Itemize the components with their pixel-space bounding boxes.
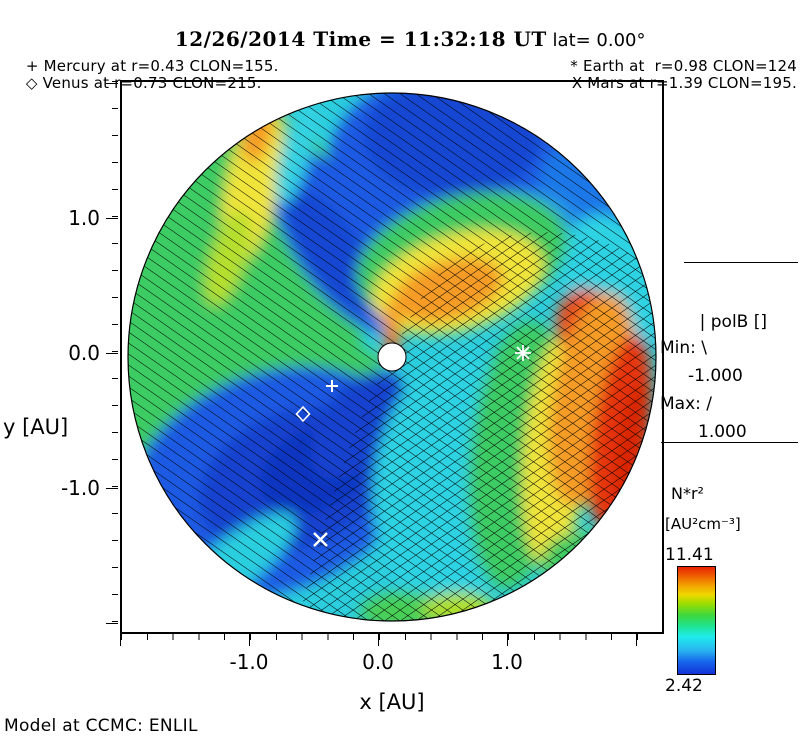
venus-annotation: ◇ Venus at r=0.73 CLON=215. xyxy=(6,56,262,110)
polb-legend-bottom-rule xyxy=(661,442,798,443)
title-datetime: 12/26/2014 Time = 11:32:18 UT xyxy=(174,27,547,51)
colorbar-min-value: 2.42 xyxy=(665,676,703,696)
polb-sample-glyph: | xyxy=(699,312,706,332)
mercury-annotation: + Mercury at r=0.43 CLON=155. xyxy=(6,39,279,93)
mars-symbol: X xyxy=(571,74,583,92)
colorbar-max-value: 11.41 xyxy=(665,545,714,565)
disk-outline xyxy=(127,92,657,622)
colorbar-quantity: N*r² xyxy=(671,484,704,503)
plot-title: 12/26/2014 Time = 11:32:18 UT lat= 0.00° xyxy=(0,8,800,70)
mars-marker xyxy=(313,532,328,547)
x-axis-label: x [AU] xyxy=(359,690,425,714)
sun-marker xyxy=(377,342,407,372)
polb-max-value: 1.000 xyxy=(698,422,747,442)
colorbar-units: [AU²cm⁻³] xyxy=(665,515,741,533)
y-tick-1: 1.0 xyxy=(68,206,100,230)
x-tick-1: 1.0 xyxy=(491,650,523,674)
positive-polarity-hatch xyxy=(302,232,656,621)
mars-label: Mars at r=1.39 CLON=195. xyxy=(582,74,797,92)
polb-legend-title: | polB [] xyxy=(678,292,767,352)
polb-max-label: Max: / xyxy=(660,394,713,414)
y-axis-major-ticks xyxy=(106,83,118,625)
y-tick-neg1: -1.0 xyxy=(60,476,100,500)
venus-marker xyxy=(295,405,311,423)
mercury-symbol: + xyxy=(25,57,39,75)
colorbar-gradient xyxy=(677,566,716,675)
x-tick-0: 0.0 xyxy=(362,650,394,674)
polb-min-label: Min: \ xyxy=(660,338,708,358)
x-axis-major-ticks xyxy=(120,634,640,646)
earth-marker xyxy=(515,345,531,361)
planet-markers xyxy=(295,345,531,547)
title-latitude: lat= 0.00° xyxy=(546,30,646,51)
polb-legend-top-rule xyxy=(684,262,798,263)
polb-title-text: polB [] xyxy=(710,312,768,332)
plot-frame xyxy=(120,80,664,634)
model-credit: Model at CCMC: ENLIL xyxy=(4,716,198,736)
earth-label: Earth at r=0.98 CLON=124 xyxy=(578,57,797,75)
venus-label: Venus at r=0.73 CLON=215. xyxy=(37,74,262,92)
x-tick-neg1: -1.0 xyxy=(229,650,269,674)
y-tick-0: 0.0 xyxy=(68,341,100,365)
venus-symbol: ◇ xyxy=(25,74,38,92)
polb-min-value: -1.000 xyxy=(688,366,743,386)
y-axis-label: y [AU] xyxy=(3,415,69,439)
earth-annotation: * Earth at r=0.98 CLON=124 xyxy=(550,39,797,93)
mercury-label: Mercury at r=0.43 CLON=155. xyxy=(38,57,279,75)
earth-symbol: * xyxy=(570,57,578,75)
mars-annotation: X Mars at r=1.39 CLON=195. xyxy=(552,56,797,110)
mercury-marker xyxy=(326,380,338,392)
